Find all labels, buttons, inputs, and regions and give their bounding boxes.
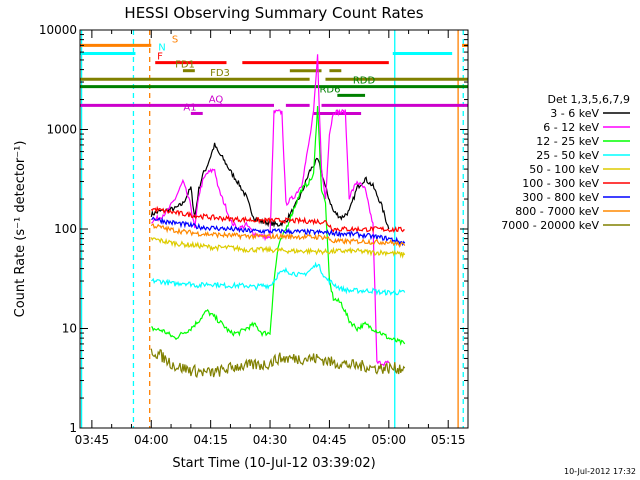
series-line <box>151 216 406 247</box>
x-tick-label: 04:15 <box>193 433 228 447</box>
legend-entry-label: 100 - 300 keV <box>522 177 599 190</box>
series-line <box>150 223 406 249</box>
series-line <box>150 237 406 259</box>
y-tick-label: 100 <box>54 222 77 236</box>
legend-entry-label: 12 - 25 keV <box>536 135 599 148</box>
x-tick-label: 05:00 <box>372 433 407 447</box>
y-axis-label: Count Rate (s⁻¹ detector⁻¹) <box>13 141 28 318</box>
y-tick-label: 1 <box>69 421 77 435</box>
flag-bar-label: F <box>157 52 163 63</box>
y-tick-label: 1000 <box>46 123 77 137</box>
series-line <box>150 205 405 234</box>
flag-bar-label: RD6 <box>319 84 340 95</box>
x-tick-label: 04:45 <box>312 433 347 447</box>
legend-entry-label: 50 - 100 keV <box>529 163 599 176</box>
flag-bar-label: A1 <box>183 102 196 113</box>
legend-entry-label: 3 - 6 keV <box>550 107 599 120</box>
legend-entry-label: 300 - 800 keV <box>522 191 599 204</box>
chart-title: HESSI Observing Summary Count Rates <box>124 4 423 22</box>
flag-bar-label: RDD <box>353 76 376 87</box>
series-line <box>150 348 406 379</box>
legend-entry-label: 6 - 12 keV <box>543 121 599 134</box>
legend-entry-label: 25 - 50 keV <box>536 149 599 162</box>
x-axis-label: Start Time (10-Jul-12 03:39:02) <box>172 456 375 471</box>
footer-date: 10-Jul-2012 17:32 <box>564 467 636 476</box>
x-tick-label: 03:45 <box>75 433 110 447</box>
legend-entry-label: 7000 - 20000 keV <box>501 219 599 232</box>
x-tick-label: 05:15 <box>431 433 466 447</box>
legend-title: Det 1,3,5,6,7,9 <box>547 93 630 106</box>
legend-entry-label: 800 - 7000 keV <box>515 205 599 218</box>
flag-bar-label: FD3 <box>210 68 230 79</box>
flag-bar-label: N <box>158 43 165 54</box>
flag-bar-label: AQ <box>209 94 224 105</box>
x-tick-label: 04:30 <box>253 433 288 447</box>
series-line <box>151 261 406 296</box>
flag-bar-label: S <box>172 34 178 45</box>
flag-bar-label: FD1 <box>175 60 195 71</box>
y-tick-label: 10 <box>62 322 77 336</box>
y-tick-label: 10000 <box>39 23 77 37</box>
series-line <box>151 105 406 347</box>
x-tick-label: 04:00 <box>134 433 169 447</box>
